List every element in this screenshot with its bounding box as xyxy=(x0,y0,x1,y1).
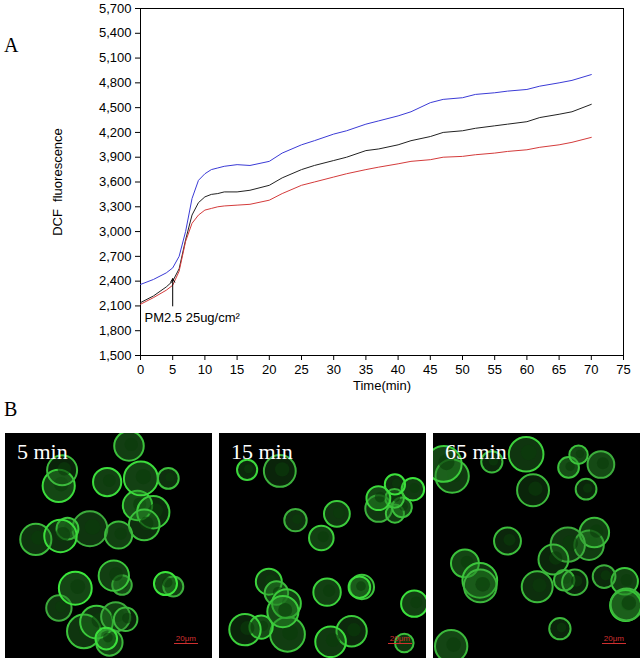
html-text:20μm: 20μm xyxy=(175,634,196,643)
svg-text:50: 50 xyxy=(455,362,469,377)
svg-text:60: 60 xyxy=(520,362,534,377)
svg-text:2,700: 2,700 xyxy=(99,249,132,264)
svg-text:4,800: 4,800 xyxy=(99,75,132,90)
svg-text:75: 75 xyxy=(616,362,630,377)
svg-text:40: 40 xyxy=(391,362,405,377)
svg-text:35: 35 xyxy=(359,362,373,377)
svg-text:70: 70 xyxy=(584,362,598,377)
html-text:20μm: 20μm xyxy=(389,634,410,643)
svg-text:55: 55 xyxy=(487,362,501,377)
svg-text:45: 45 xyxy=(423,362,437,377)
svg-text:5,100: 5,100 xyxy=(99,50,132,65)
svg-text:3,600: 3,600 xyxy=(99,174,132,189)
svg-text:0: 0 xyxy=(137,362,144,377)
svg-text:PM2.5 25ug/cm²: PM2.5 25ug/cm² xyxy=(145,310,241,325)
svg-text:4,200: 4,200 xyxy=(99,125,132,140)
svg-text:15: 15 xyxy=(230,362,244,377)
html-text:B: B xyxy=(4,398,18,420)
html-text:15 min: 15 min xyxy=(231,439,293,464)
svg-text:2,100: 2,100 xyxy=(99,298,132,313)
svg-text:25: 25 xyxy=(294,362,308,377)
html-text:5 min: 5 min xyxy=(17,439,68,464)
svg-text:5,700: 5,700 xyxy=(99,1,132,16)
html-text:20μm: 20μm xyxy=(603,634,624,643)
svg-text:3,000: 3,000 xyxy=(99,224,132,239)
svg-text:4,500: 4,500 xyxy=(99,100,132,115)
svg-text:65: 65 xyxy=(552,362,566,377)
svg-text:Time(min): Time(min) xyxy=(353,378,411,393)
html-text:A: A xyxy=(4,34,19,56)
svg-text:3,300: 3,300 xyxy=(99,199,132,214)
svg-text:10: 10 xyxy=(198,362,212,377)
svg-text:3,900: 3,900 xyxy=(99,149,132,164)
svg-text:20: 20 xyxy=(262,362,276,377)
svg-text:30: 30 xyxy=(326,362,340,377)
svg-text:1,800: 1,800 xyxy=(99,323,132,338)
svg-text:1,500: 1,500 xyxy=(99,348,132,363)
svg-text:5,400: 5,400 xyxy=(99,25,132,40)
svg-text:2,400: 2,400 xyxy=(99,273,132,288)
svg-text:5: 5 xyxy=(169,362,176,377)
html-text:65 min: 65 min xyxy=(445,439,507,464)
svg-text:DCF fluorescence: DCF fluorescence xyxy=(50,128,65,236)
